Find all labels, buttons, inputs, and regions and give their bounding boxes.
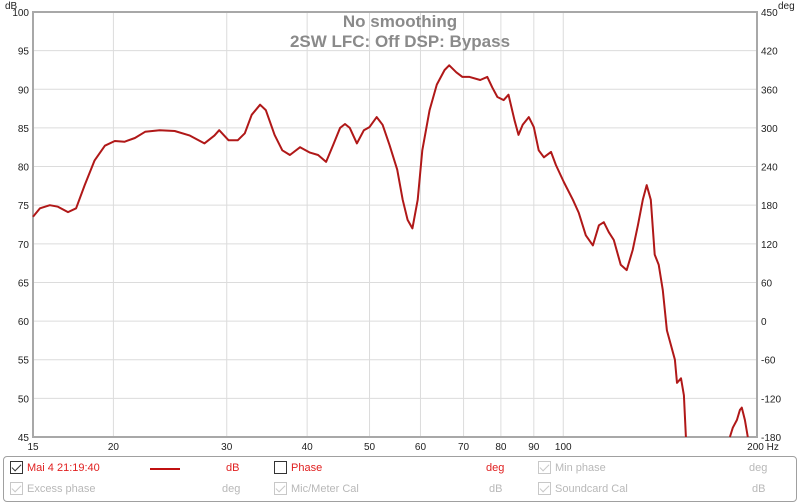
x-tick-label: 15: [27, 442, 39, 453]
chart-title: No smoothing: [343, 12, 457, 31]
y-tick-label: 65: [18, 278, 30, 289]
y-tick-label: 85: [18, 124, 30, 135]
legend-label: Phase: [291, 461, 323, 474]
legend-unit: dB: [489, 483, 503, 495]
y-tick-label: 60: [18, 317, 30, 328]
y-tick-label: 70: [18, 240, 30, 251]
checkbox[interactable]: [274, 482, 287, 495]
y-tick-label: 100: [12, 8, 29, 19]
checkbox[interactable]: [538, 482, 551, 495]
legend-panel: Mai 4 21:19:40 dB Phase deg Min phase de…: [3, 456, 797, 502]
legend-unit: deg: [486, 462, 505, 474]
y-tick-label: 45: [18, 433, 30, 444]
y2-tick-label: 240: [761, 163, 778, 174]
plot-frame: [32, 11, 758, 438]
series-line-swatch: [150, 468, 180, 470]
legend-label: Min phase: [555, 461, 606, 474]
x-tick-label: 200 Hz: [747, 442, 779, 453]
checkbox[interactable]: [10, 461, 23, 474]
chart-subtitle: 2SW LFC: Off DSP: Bypass: [290, 32, 510, 51]
frequency-response-chart: No smoothing 2SW LFC: Off DSP: Bypass dB…: [5, 1, 795, 453]
legend-label: Excess phase: [27, 482, 96, 495]
x-tick-label: 40: [302, 442, 314, 453]
y-tick-label: 75: [18, 201, 30, 212]
y-axis-label: dB: [5, 1, 18, 12]
y-tick-label: 55: [18, 356, 30, 367]
y-tick-label: 95: [18, 47, 30, 58]
x-tick-label: 30: [221, 442, 233, 453]
legend-unit: dB: [752, 483, 766, 495]
y2-tick-label: 120: [761, 240, 778, 251]
legend-item-min-phase[interactable]: Min phase: [538, 461, 606, 474]
y2-tick-label: 180: [761, 201, 778, 212]
series-line: [728, 406, 749, 438]
x-tick-label: 50: [364, 442, 376, 453]
legend-unit: deg: [749, 462, 768, 474]
y2-tick-label: 300: [761, 124, 778, 135]
x-tick-label: 20: [108, 442, 120, 453]
y2-axis-label: deg: [778, 1, 795, 12]
y2-tick-label: 0: [761, 317, 767, 328]
x-tick-label: 80: [495, 442, 507, 453]
checkbox[interactable]: [538, 461, 551, 474]
y2-tick-label: -120: [761, 394, 781, 405]
legend-label: Mic/Meter Cal: [291, 482, 359, 495]
y2-tick-label: 360: [761, 85, 778, 96]
legend-unit: dB: [226, 462, 240, 474]
checkbox[interactable]: [10, 482, 23, 495]
y2-tick-label: 60: [761, 278, 773, 289]
series-line: [32, 64, 687, 438]
y2-tick-label: -180: [761, 433, 781, 444]
legend-item-soundcard-cal[interactable]: Soundcard Cal: [538, 482, 628, 495]
x-tick-label: 60: [415, 442, 427, 453]
y-tick-label: 80: [18, 163, 30, 174]
legend-item-mic-cal[interactable]: Mic/Meter Cal: [274, 482, 359, 495]
legend-label: Mai 4 21:19:40: [27, 461, 100, 474]
x-tick-label: 100: [555, 442, 572, 453]
legend-item-measurement[interactable]: Mai 4 21:19:40: [10, 461, 100, 474]
checkbox[interactable]: [274, 461, 287, 474]
legend-item-phase[interactable]: Phase: [274, 461, 322, 474]
legend-label: Soundcard Cal: [555, 482, 628, 495]
x-tick-label: 70: [458, 442, 470, 453]
y2-tick-label: 450: [761, 8, 778, 19]
y2-tick-label: -60: [761, 356, 776, 367]
y-tick-label: 50: [18, 394, 30, 405]
y2-tick-label: 420: [761, 47, 778, 58]
x-tick-label: 90: [528, 442, 540, 453]
legend-item-excess-phase[interactable]: Excess phase: [10, 482, 95, 495]
legend-unit: deg: [222, 483, 241, 495]
y-tick-label: 90: [18, 85, 30, 96]
